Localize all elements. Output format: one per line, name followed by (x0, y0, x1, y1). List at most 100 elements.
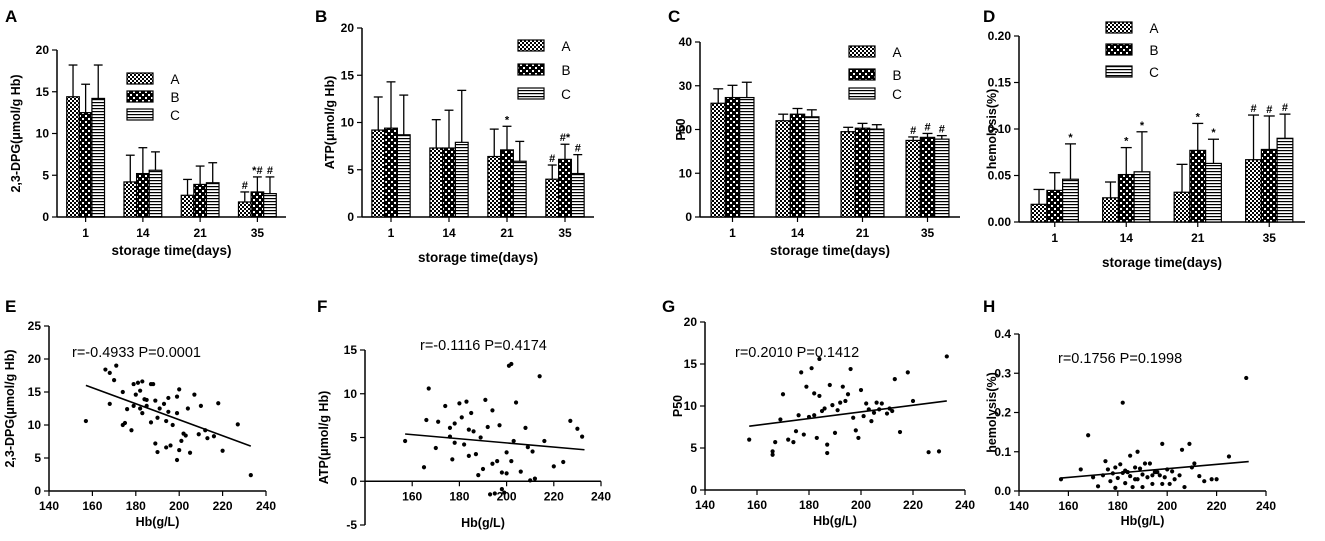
data-point (801, 432, 806, 437)
x-tick-label: 240 (256, 499, 276, 513)
data-point (1128, 473, 1133, 479)
x-tick-label: 180 (126, 499, 146, 513)
data-point (490, 461, 495, 466)
data-point (177, 387, 182, 392)
data-point (871, 410, 877, 415)
data-point (858, 387, 864, 393)
legend-swatch (126, 72, 154, 85)
bar-a (1030, 203, 1048, 223)
data-point (174, 394, 180, 399)
data-point (511, 438, 516, 444)
data-point (1155, 470, 1160, 475)
y-tick-label: 0.15 (988, 76, 1012, 90)
correlation-stats: r=-0.4933 P=0.0001 (72, 345, 201, 361)
bar-b (193, 183, 208, 218)
data-point (1120, 400, 1125, 405)
regression-line (405, 433, 585, 451)
y-tick-label: 15 (341, 68, 355, 82)
panel-letter: H (983, 297, 995, 316)
bar-c (91, 97, 106, 218)
y-tick-label: 10 (36, 127, 50, 141)
x-tick-label: 180 (799, 498, 819, 512)
legend-swatch (1105, 43, 1133, 56)
panel-h: H 0.0 0.1 0.2 0.3 0.4 hemolysis(%) 140 160 180 200… (983, 297, 1276, 528)
significance-mark: # (575, 143, 581, 155)
x-tick-label: 220 (903, 498, 923, 512)
significance-mark: # (549, 153, 555, 165)
y-tick-label: 0.05 (988, 169, 1012, 183)
data-point (1140, 472, 1145, 477)
data-point (164, 418, 169, 424)
significance-mark: * (505, 114, 510, 126)
y-tick-label: 15 (344, 343, 358, 357)
data-point (1187, 441, 1192, 446)
bar-c (148, 169, 163, 218)
bar-b (384, 127, 398, 218)
panel-c: C 0 10 20 30 40 P50 1 14 21 35 # # # storage time(days… (668, 7, 960, 258)
legend-swatch (126, 90, 154, 103)
x-tick-label: 160 (747, 498, 767, 512)
bar-a (237, 201, 252, 218)
data-point (530, 449, 535, 454)
data-point (568, 418, 573, 423)
data-point (1244, 375, 1249, 381)
y-tick-label: 20 (341, 21, 355, 35)
data-point (509, 361, 514, 367)
regression-line (749, 400, 947, 427)
x-axis-label: Hb(g/L) (461, 516, 505, 530)
data-point (466, 427, 471, 432)
data-point (403, 438, 408, 444)
data-point (580, 434, 585, 439)
data-point (1130, 484, 1135, 490)
data-point (1123, 481, 1128, 486)
x-tick-label: 14 (136, 226, 150, 240)
legend-label: C (561, 87, 571, 102)
significance-mark: # (242, 180, 248, 192)
data-point (869, 419, 874, 424)
data-point (537, 374, 542, 379)
data-point (1160, 481, 1165, 487)
regression-line (85, 384, 252, 447)
x-axis-label: Hb(g/L) (813, 514, 857, 528)
y-tick-label: 40 (679, 35, 693, 49)
data-point (848, 366, 853, 372)
y-tick-label: 30 (679, 79, 693, 93)
data-point (155, 449, 160, 455)
legend-label: B (170, 90, 179, 105)
bar-b (558, 158, 572, 218)
bar-a (66, 96, 80, 218)
y-tick-label: 5 (690, 441, 697, 455)
data-point (183, 433, 188, 438)
legend-swatch (848, 45, 876, 58)
data-point (421, 465, 427, 470)
bar-c (739, 96, 755, 218)
data-point (504, 450, 509, 455)
panel-g: G 0 5 10 15 20 P50 140 160 180 200 220 240 Hb(g/L) r=0… (662, 297, 975, 528)
data-point (153, 398, 158, 403)
bar-b (1046, 189, 1064, 223)
data-point (1108, 479, 1113, 484)
significance-mark: # (910, 125, 916, 137)
data-point (490, 408, 495, 413)
data-point (819, 408, 825, 414)
data-point (1132, 465, 1138, 470)
data-point (443, 403, 448, 409)
data-point (835, 408, 840, 413)
data-point (804, 384, 809, 389)
legend-label: C (892, 87, 902, 102)
significance-mark: *# (252, 165, 262, 177)
bar-c (512, 160, 527, 218)
correlation-stats: r=0.1756 P=0.1998 (1058, 351, 1182, 367)
legend-label: C (170, 108, 180, 123)
data-point (770, 452, 775, 457)
y-tick-label: 0 (42, 210, 49, 224)
legend-swatch (517, 87, 545, 100)
legend-swatch (1105, 65, 1133, 78)
x-tick-label: 14 (791, 226, 805, 240)
significance-mark: * (1124, 136, 1129, 148)
y-tick-label: 5 (34, 451, 41, 465)
legend-label: A (561, 39, 570, 54)
data-point (874, 400, 879, 405)
data-point (478, 435, 483, 440)
y-tick-label: 5 (350, 431, 357, 445)
